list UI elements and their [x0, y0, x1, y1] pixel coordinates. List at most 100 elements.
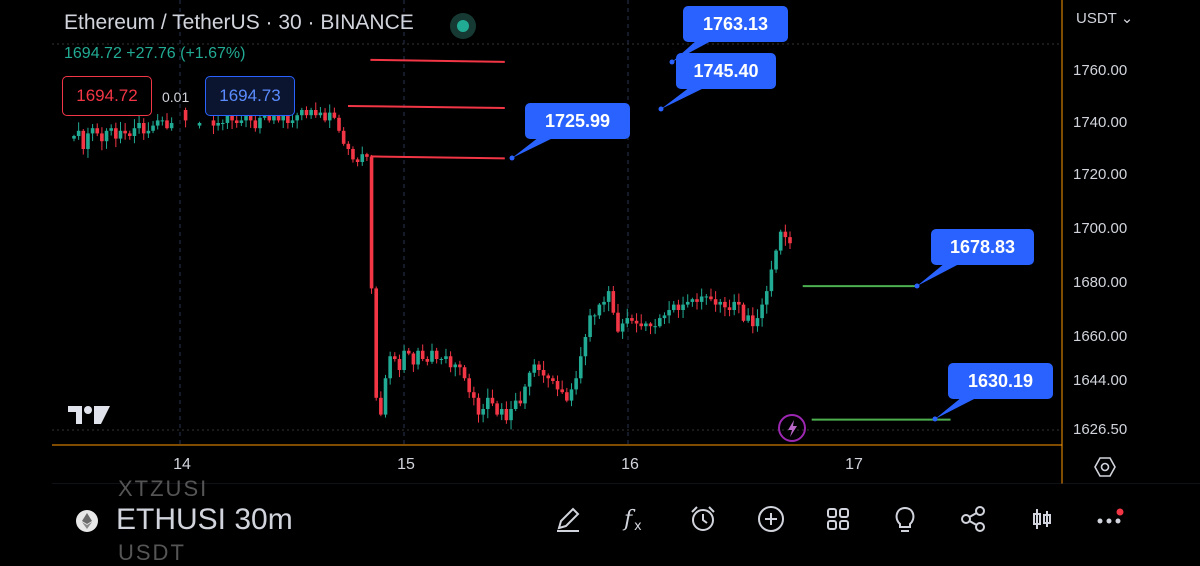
candle	[597, 304, 602, 316]
candle	[258, 117, 262, 129]
candle	[290, 120, 295, 123]
candle	[490, 397, 495, 404]
candle	[439, 359, 444, 360]
drawn-line-3[interactable]	[370, 155, 505, 160]
candle	[430, 350, 434, 362]
candle	[127, 133, 132, 136]
drawn-segments[interactable]	[347, 40, 978, 422]
callout-pointer	[935, 397, 978, 419]
candle	[602, 301, 606, 305]
more-icon[interactable]	[1094, 504, 1124, 534]
candle	[737, 301, 741, 305]
next-symbol[interactable]: USDT	[118, 540, 186, 565]
market-status-icon[interactable]	[450, 13, 476, 39]
price-tick-label: 1740.00	[1073, 114, 1128, 131]
drawn-line-1[interactable]	[370, 58, 505, 63]
candle	[118, 130, 123, 139]
candle	[527, 372, 532, 387]
anchor-point[interactable]	[669, 59, 675, 65]
plus-circle-icon[interactable]	[756, 504, 786, 534]
buy-button[interactable]: 1694.73	[205, 76, 295, 116]
candle	[523, 386, 527, 404]
candle	[732, 301, 737, 310]
candle	[425, 359, 430, 362]
candle	[630, 318, 634, 321]
tradingview-logo	[68, 404, 112, 433]
chevron-down-icon: ⌄	[1120, 10, 1134, 27]
candle	[90, 128, 95, 134]
candle	[114, 128, 118, 139]
candle	[546, 375, 551, 379]
candle	[146, 130, 151, 134]
candle	[341, 130, 346, 144]
previous-symbol[interactable]: XTZUSI	[118, 476, 209, 501]
candle	[211, 120, 216, 126]
candle	[197, 123, 202, 126]
drawn-line-2[interactable]	[347, 104, 505, 109]
candle	[783, 231, 788, 238]
pen-icon[interactable]	[553, 504, 583, 534]
candle	[332, 112, 337, 118]
candle	[458, 364, 462, 368]
candle	[244, 115, 248, 121]
candle	[411, 353, 416, 365]
candle	[681, 304, 685, 310]
candle	[764, 291, 769, 305]
price-callout[interactable]: 1678.83	[931, 229, 1034, 265]
candle	[588, 315, 592, 337]
candle	[239, 120, 244, 123]
candle	[416, 350, 420, 365]
anchor-point[interactable]	[914, 283, 920, 289]
candle	[155, 120, 160, 126]
price-callout[interactable]: 1725.99	[525, 103, 630, 139]
share-icon[interactable]	[958, 504, 988, 534]
anchor-point[interactable]	[658, 106, 664, 112]
lightbulb-icon[interactable]	[890, 504, 920, 534]
candle	[499, 409, 504, 415]
time-tick-label: 16	[621, 456, 639, 473]
candle	[262, 115, 267, 118]
price-tick-label: 1644.00	[1073, 372, 1128, 389]
candle	[272, 115, 276, 121]
candle	[462, 367, 467, 379]
sell-button[interactable]: 1694.72	[62, 76, 152, 116]
candle	[532, 364, 537, 373]
candle	[360, 154, 365, 162]
price-callout[interactable]: 1630.19	[948, 363, 1053, 399]
candle	[379, 397, 383, 415]
candle	[476, 397, 481, 415]
candle	[769, 269, 774, 292]
symbol-selector[interactable]: ETHUSI 30m	[116, 503, 293, 536]
candle	[685, 301, 690, 305]
price-callout[interactable]: 1745.40	[676, 53, 776, 89]
candle	[690, 299, 695, 302]
candle	[104, 130, 109, 142]
candle	[351, 149, 355, 160]
candle	[569, 389, 574, 401]
anchor-point[interactable]	[932, 416, 938, 422]
candle	[151, 125, 155, 131]
candles-icon[interactable]	[1027, 504, 1057, 534]
currency-selector[interactable]: USDT ⌄	[1076, 9, 1133, 27]
price-callout[interactable]: 1763.13	[683, 6, 788, 42]
grid-icon[interactable]	[823, 504, 853, 534]
candle	[337, 117, 341, 131]
candle	[555, 381, 560, 390]
candle	[583, 337, 588, 357]
bottom-toolbar	[0, 484, 1200, 554]
candle	[295, 115, 299, 121]
anchor-point[interactable]	[509, 155, 515, 161]
candle	[374, 288, 379, 398]
candle	[606, 291, 611, 302]
alert-bolt-icon[interactable]	[778, 414, 806, 442]
settings-icon[interactable]	[1093, 455, 1117, 479]
candle	[472, 392, 476, 398]
candle	[397, 359, 402, 370]
candles	[72, 102, 792, 430]
candle	[695, 299, 699, 302]
candle	[355, 159, 360, 162]
candle	[671, 304, 676, 310]
chart-area[interactable]	[0, 0, 1200, 554]
alarm-clock-icon[interactable]	[688, 504, 718, 534]
